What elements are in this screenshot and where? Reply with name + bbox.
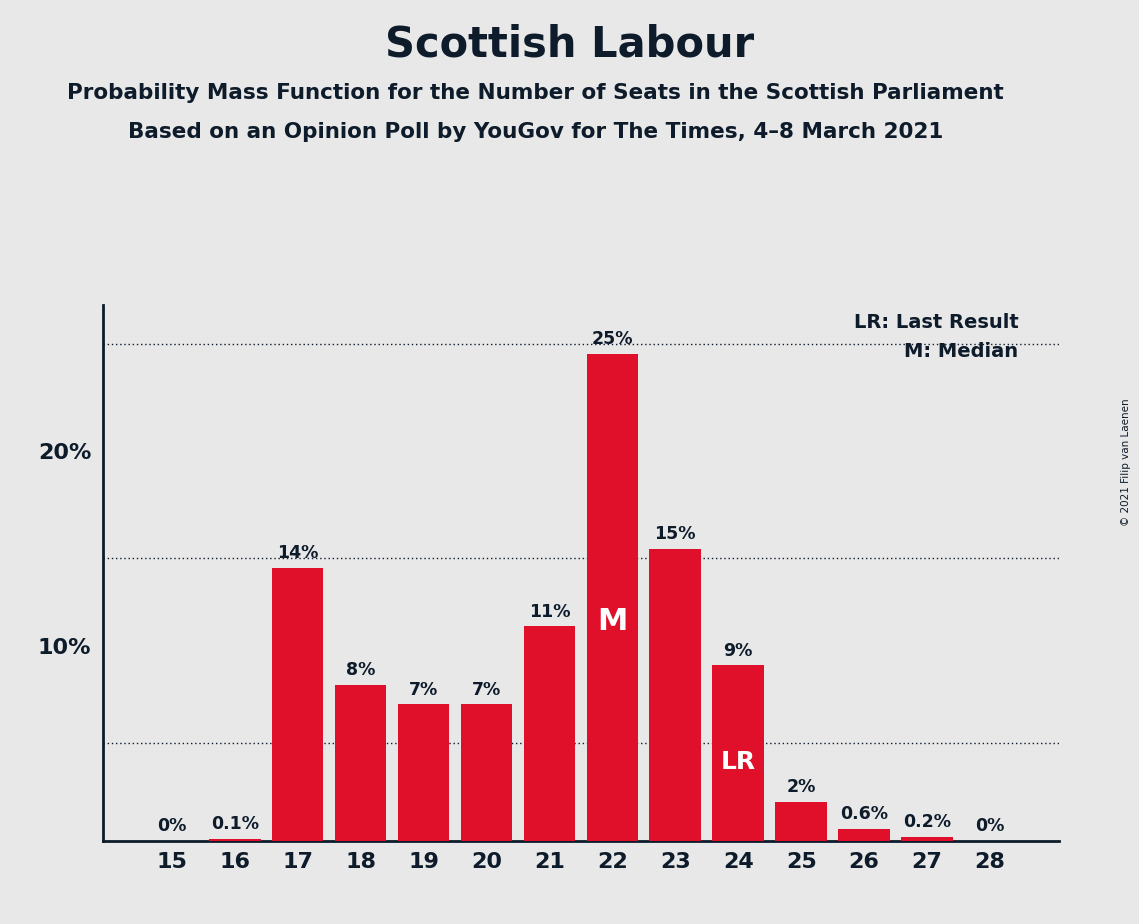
Bar <box>587 354 638 841</box>
Text: 9%: 9% <box>723 641 753 660</box>
Text: 7%: 7% <box>409 681 439 699</box>
Text: 11%: 11% <box>528 602 571 621</box>
Bar <box>838 829 890 841</box>
Text: 0%: 0% <box>157 817 187 835</box>
Bar <box>208 839 261 841</box>
Bar <box>776 802 827 841</box>
Text: M: Median: M: Median <box>904 343 1018 361</box>
Text: 15%: 15% <box>655 525 696 542</box>
Bar <box>649 549 702 841</box>
Bar <box>335 685 386 841</box>
Text: Based on an Opinion Poll by YouGov for The Times, 4–8 March 2021: Based on an Opinion Poll by YouGov for T… <box>128 122 943 142</box>
Text: 0.2%: 0.2% <box>903 813 951 831</box>
Bar <box>398 704 450 841</box>
Text: LR: Last Result: LR: Last Result <box>853 313 1018 332</box>
Text: 2%: 2% <box>787 778 816 796</box>
Text: Scottish Labour: Scottish Labour <box>385 23 754 65</box>
Text: 0.6%: 0.6% <box>841 806 888 823</box>
Text: LR: LR <box>721 750 756 774</box>
Text: Probability Mass Function for the Number of Seats in the Scottish Parliament: Probability Mass Function for the Number… <box>67 83 1003 103</box>
Text: 7%: 7% <box>472 681 501 699</box>
Text: 25%: 25% <box>591 330 633 347</box>
Text: © 2021 Filip van Laenen: © 2021 Filip van Laenen <box>1121 398 1131 526</box>
Bar <box>524 626 575 841</box>
Text: 0.1%: 0.1% <box>211 815 259 833</box>
Bar <box>460 704 513 841</box>
Text: 0%: 0% <box>975 817 1005 835</box>
Text: 14%: 14% <box>277 544 319 562</box>
Text: M: M <box>597 607 628 636</box>
Bar <box>712 665 764 841</box>
Bar <box>901 837 953 841</box>
Text: 8%: 8% <box>346 661 375 679</box>
Bar <box>272 568 323 841</box>
